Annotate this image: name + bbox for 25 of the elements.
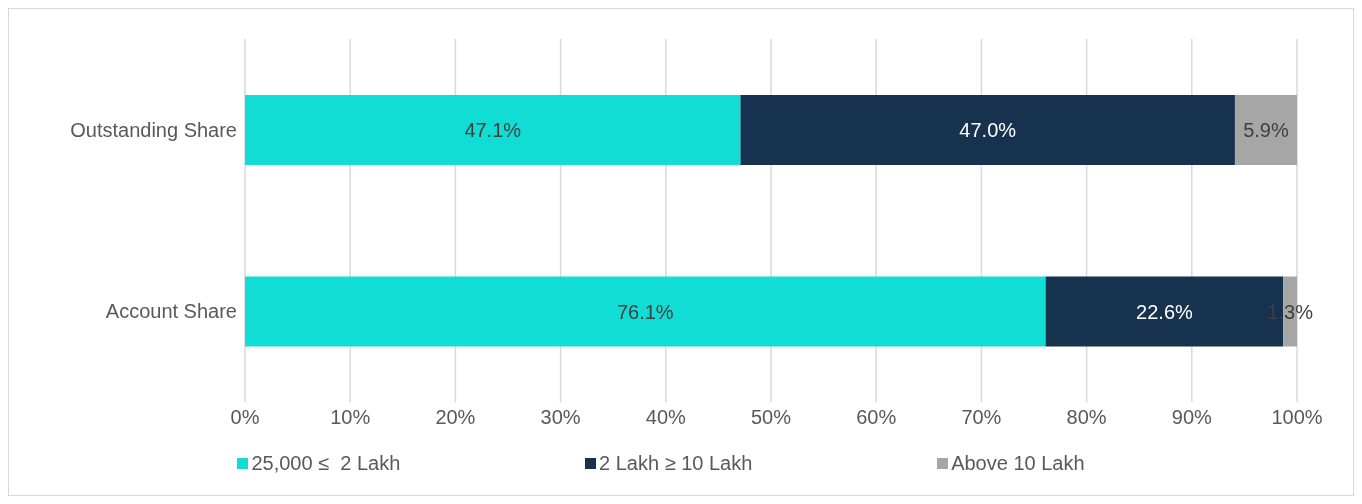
data-label: 47.1% (464, 119, 522, 142)
y-tick-label: Account Share (105, 300, 237, 323)
legend-label: Above 10 Lakh (951, 452, 1085, 475)
x-tick-label: 90% (1171, 406, 1213, 429)
x-tick-label: 80% (1066, 406, 1107, 429)
x-tick-label: 50% (750, 406, 792, 429)
bar (740, 95, 1235, 165)
data-label: 5.9% (1243, 119, 1289, 142)
x-tick-label: 20% (435, 406, 476, 429)
bar (245, 276, 1046, 347)
x-tick-label: 40% (645, 406, 687, 429)
x-tick-label: 70% (961, 406, 1002, 429)
legend-label: 25,000 ≤ 2 Lakh (251, 452, 401, 475)
x-tick-label: 60% (856, 406, 897, 429)
x-tick-label: 10% (330, 406, 371, 429)
y-tick-label: Outstanding Share (70, 118, 237, 141)
x-tick-label: 30% (540, 406, 581, 429)
data-label: 76.1% (616, 300, 674, 323)
x-tick-label: 100% (1271, 406, 1323, 429)
legend-label: 2 Lakh ≥ 10 Lakh (599, 452, 753, 475)
bar (1234, 95, 1297, 165)
data-label: 47.0% (959, 119, 1017, 142)
x-tick-label: 0% (230, 406, 260, 429)
bar (245, 95, 741, 165)
data-label: 22.6% (1136, 300, 1194, 323)
